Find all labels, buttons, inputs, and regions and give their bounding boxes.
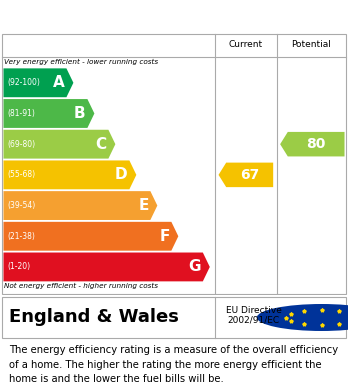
Text: (55-68): (55-68) [7,170,35,179]
Polygon shape [3,99,94,128]
Text: F: F [159,229,169,244]
Text: 67: 67 [240,168,259,182]
Text: D: D [115,167,128,182]
Polygon shape [219,163,273,187]
Polygon shape [3,130,116,159]
Polygon shape [3,191,157,220]
Text: 80: 80 [307,137,326,151]
Text: E: E [138,198,149,213]
Polygon shape [280,132,345,156]
Polygon shape [3,222,178,251]
Text: C: C [96,137,106,152]
Text: (92-100): (92-100) [7,78,40,87]
Polygon shape [3,68,73,97]
Text: Not energy efficient - higher running costs: Not energy efficient - higher running co… [4,283,158,289]
Text: Energy Efficiency Rating: Energy Efficiency Rating [9,9,230,24]
Text: (1-20): (1-20) [7,262,30,271]
Text: A: A [53,75,65,90]
Text: (69-80): (69-80) [7,140,35,149]
Text: (81-91): (81-91) [7,109,35,118]
Text: (39-54): (39-54) [7,201,35,210]
Text: Current: Current [229,40,263,49]
Text: G: G [189,260,201,274]
Ellipse shape [257,304,348,331]
Text: Potential: Potential [292,40,331,49]
Polygon shape [3,253,210,282]
Text: EU Directive
2002/91/EC: EU Directive 2002/91/EC [226,305,282,325]
Polygon shape [3,160,136,189]
Text: Very energy efficient - lower running costs: Very energy efficient - lower running co… [4,59,158,65]
Text: England & Wales: England & Wales [9,308,179,326]
Text: The energy efficiency rating is a measure of the overall efficiency of a home. T: The energy efficiency rating is a measur… [9,345,338,384]
Text: (21-38): (21-38) [7,232,35,241]
Text: B: B [74,106,86,121]
